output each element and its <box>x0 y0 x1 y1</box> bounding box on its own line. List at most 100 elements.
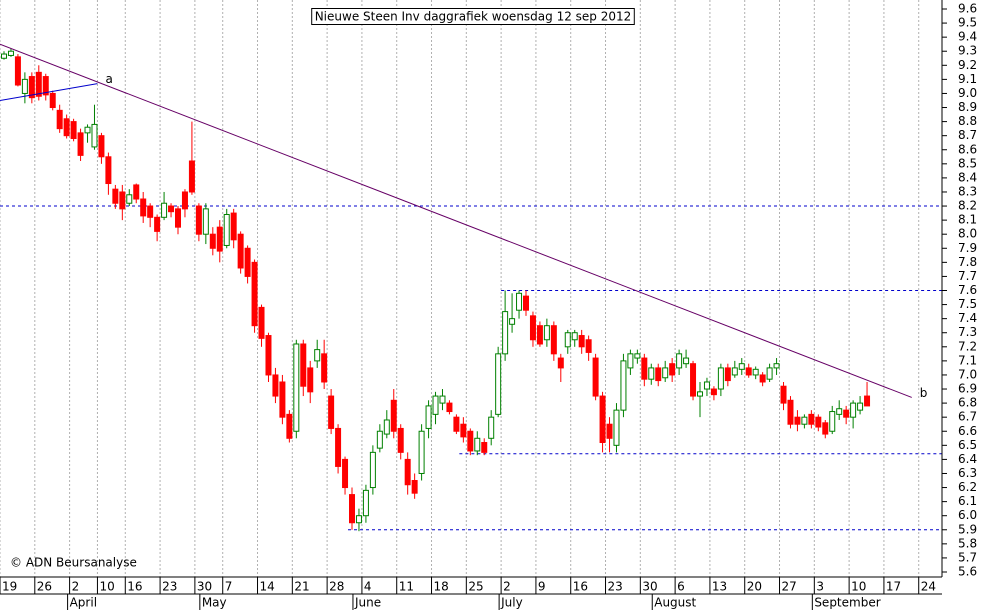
candle-body <box>843 409 850 418</box>
candle-body <box>669 363 676 376</box>
x-tick-label: 13 <box>712 580 727 594</box>
y-tick-label: 9.3 <box>958 44 977 58</box>
y-tick-label: 8.3 <box>958 184 977 198</box>
y-tick-label: 6.6 <box>958 424 977 438</box>
candle-body <box>265 335 272 376</box>
candle-body <box>300 343 307 387</box>
x-tick-label: 19 <box>2 580 17 594</box>
candle-body <box>286 413 293 439</box>
y-tick-label: 7.8 <box>958 255 977 269</box>
x-tick-label: 2 <box>503 580 511 594</box>
trend-line <box>0 83 98 101</box>
candle-body <box>209 233 216 249</box>
candle-body <box>453 416 460 432</box>
candle-body <box>14 56 21 86</box>
candle-body <box>418 430 425 474</box>
candle-body <box>794 416 801 425</box>
y-tick-label: 6.1 <box>958 494 977 508</box>
candle-body <box>488 416 495 439</box>
candle-body <box>404 458 411 486</box>
candle-body <box>91 123 98 148</box>
candle-body <box>662 367 669 379</box>
candle-body <box>230 212 237 241</box>
candle-body <box>536 325 543 345</box>
y-tick-label: 6.4 <box>958 452 977 466</box>
y-tick-label: 6.5 <box>958 438 977 452</box>
candle-body <box>801 416 808 425</box>
candle-body <box>745 367 752 376</box>
candle-body <box>676 353 683 369</box>
candle-body <box>244 247 251 277</box>
candle-body <box>188 160 195 193</box>
x-tick-label: 17 <box>886 580 901 594</box>
month-label: April <box>70 596 97 610</box>
y-tick-label: 8.6 <box>958 142 977 156</box>
y-tick-label: 9.4 <box>958 30 977 44</box>
candle-body <box>98 135 105 158</box>
candle-body <box>7 50 14 56</box>
y-tick-label: 9.2 <box>958 58 977 72</box>
candle-body <box>724 367 731 382</box>
candle-body <box>349 494 355 524</box>
candle-body <box>105 156 112 185</box>
y-tick-label: 8.5 <box>958 156 977 170</box>
candle-body <box>578 335 585 348</box>
candle-body <box>84 126 91 134</box>
y-tick-label: 9.0 <box>958 86 977 100</box>
x-tick-label: 24 <box>921 580 936 594</box>
candle-body <box>133 184 140 200</box>
y-tick-label: 6.8 <box>958 396 977 410</box>
candle-body <box>829 411 836 432</box>
x-tick-label: 16 <box>127 580 142 594</box>
candle-body <box>703 381 710 390</box>
candle-body <box>731 367 738 376</box>
candle-body <box>857 402 864 411</box>
candle-body <box>509 318 516 325</box>
candle-body <box>543 325 550 341</box>
y-tick-label: 7.6 <box>958 283 977 297</box>
x-tick-label: 11 <box>399 580 414 594</box>
x-tick-label: 20 <box>747 580 762 594</box>
candle-body <box>502 311 509 355</box>
x-tick-label: 28 <box>329 580 344 594</box>
y-tick-label: 6.3 <box>958 466 977 480</box>
candle-body <box>119 191 126 210</box>
candle-body <box>564 332 571 348</box>
y-tick-label: 7.2 <box>958 339 977 353</box>
candle-body <box>28 76 35 99</box>
x-tick-label: 25 <box>468 580 483 594</box>
candle-body <box>529 315 536 341</box>
candle-body <box>168 205 175 213</box>
credit: © ADN Beursanalyse <box>10 556 137 570</box>
x-tick-label: 30 <box>642 580 657 594</box>
y-tick-label: 5.9 <box>958 522 977 536</box>
candle-body <box>606 423 613 439</box>
y-tick-label: 7.5 <box>958 297 977 311</box>
candle-body <box>112 188 119 204</box>
candle-body <box>335 427 342 467</box>
candle-body <box>279 381 286 418</box>
candle-body <box>683 357 690 365</box>
x-tick-label: 10 <box>851 580 866 594</box>
candle-body <box>21 78 28 94</box>
candle-body <box>432 395 439 415</box>
x-tick-label: 2 <box>72 580 80 594</box>
y-tick-label: 7.7 <box>958 269 977 283</box>
candle-body <box>140 198 147 217</box>
candle-body <box>836 408 843 415</box>
candle-body <box>613 409 620 446</box>
y-tick-label: 5.6 <box>958 565 977 579</box>
x-tick-label: 21 <box>294 580 309 594</box>
candle-body <box>202 208 209 235</box>
candle-body <box>690 363 697 397</box>
month-label: September <box>814 596 880 610</box>
x-tick-label: 16 <box>573 580 588 594</box>
candle-body <box>655 367 662 382</box>
candle-body <box>272 374 279 397</box>
candle-body <box>738 363 745 370</box>
candle-body <box>411 480 418 494</box>
x-tick-label: 23 <box>608 580 623 594</box>
candle-body <box>63 118 70 137</box>
candle-body <box>251 261 258 327</box>
